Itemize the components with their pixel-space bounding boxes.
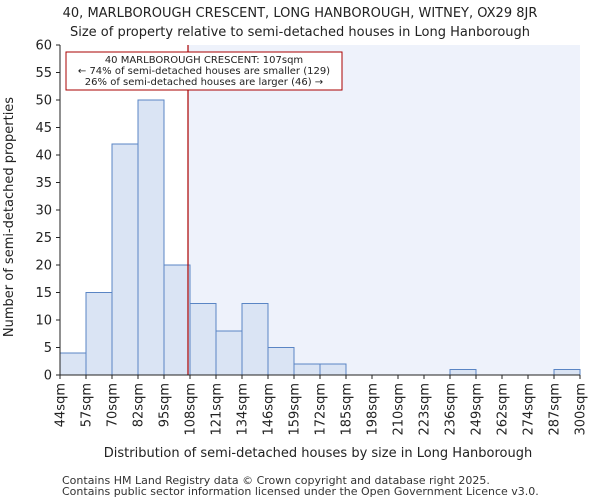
x-axis-title: Distribution of semi-detached houses by … [104, 446, 533, 461]
x-tick-label: 159sqm [288, 383, 303, 436]
x-tick-label: 82sqm [132, 383, 147, 427]
x-tick-label: 185sqm [340, 383, 355, 436]
histogram-bar [553, 369, 581, 376]
x-tick-label: 236sqm [444, 383, 459, 436]
x-tick-label: 249sqm [470, 383, 485, 436]
x-tick-label: 108sqm [184, 383, 199, 436]
y-tick-label: 60 [35, 39, 52, 54]
x-tick-label: 274sqm [522, 383, 537, 436]
y-tick-label: 40 [35, 149, 52, 164]
x-tick-label: 198sqm [366, 383, 381, 436]
histogram-bar [449, 369, 477, 376]
histogram-bar [59, 352, 87, 376]
x-tick-label: 300sqm [574, 383, 589, 436]
x-tick-label: 57sqm [80, 383, 95, 427]
y-tick-label: 15 [35, 286, 52, 301]
x-tick-label: 210sqm [392, 383, 407, 436]
histogram-bar [267, 347, 295, 376]
x-tick-label: 146sqm [262, 383, 277, 436]
footer-line-2: Contains public sector information licen… [62, 485, 539, 498]
annotation-line: ← 74% of semi-detached houses are smalle… [78, 66, 330, 77]
histogram-bar [319, 363, 347, 376]
y-tick-label: 10 [35, 314, 52, 329]
x-tick-label: 121sqm [210, 383, 225, 436]
x-tick-label: 70sqm [106, 383, 121, 427]
x-tick-label: 223sqm [418, 383, 433, 436]
annotation-line: 40 MARLBOROUGH CRESCENT: 107sqm [105, 55, 303, 66]
y-tick-label: 45 [35, 121, 52, 136]
x-tick-label: 262sqm [496, 383, 511, 436]
chart-subtitle: Size of property relative to semi-detach… [70, 25, 530, 40]
histogram-bar [215, 330, 243, 376]
x-tick-label: 134sqm [236, 383, 251, 436]
histogram-bar [137, 99, 165, 376]
x-tick-label: 95sqm [158, 383, 173, 427]
y-tick-label: 55 [35, 66, 52, 81]
x-tick-label: 172sqm [314, 383, 329, 436]
histogram-bar [189, 303, 217, 376]
histogram-bar [163, 264, 191, 376]
histogram-bar [111, 143, 139, 376]
y-tick-label: 50 [35, 94, 52, 109]
histogram-bar [241, 303, 269, 376]
histogram-bar [85, 292, 113, 376]
chart-title: 40, MARLBOROUGH CRESCENT, LONG HANBOROUG… [63, 6, 538, 21]
footer-line-1: Contains HM Land Registry data © Crown c… [62, 474, 490, 487]
y-tick-label: 20 [35, 259, 52, 274]
annotation-line: 26% of semi-detached houses are larger (… [85, 77, 323, 88]
x-tick-label: 287sqm [548, 383, 563, 436]
x-tick-label: 44sqm [54, 383, 69, 427]
y-tick-label: 30 [35, 204, 52, 219]
y-tick-label: 5 [44, 341, 52, 356]
y-axis-title: Number of semi-detached properties [2, 97, 17, 337]
histogram-bar [293, 363, 321, 376]
annotation-box [65, 51, 343, 91]
y-tick-label: 0 [44, 369, 52, 384]
y-tick-label: 25 [35, 231, 52, 246]
y-tick-label: 35 [35, 176, 52, 191]
